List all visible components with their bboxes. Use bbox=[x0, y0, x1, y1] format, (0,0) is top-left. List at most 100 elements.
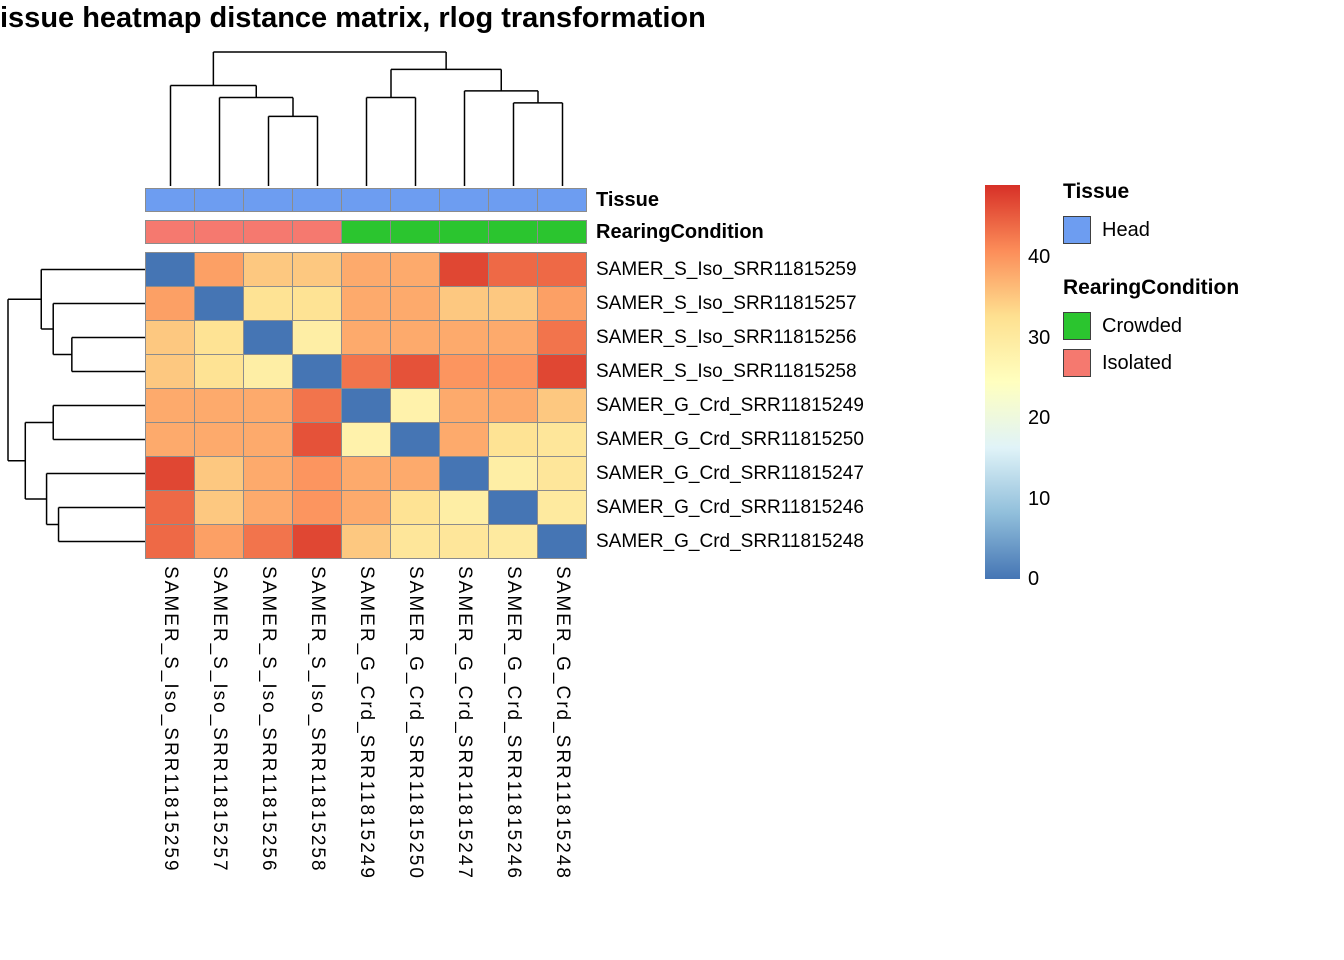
heatmap-cell bbox=[342, 389, 390, 422]
heatmap-cell bbox=[195, 355, 243, 388]
heatmap-cell bbox=[293, 253, 341, 286]
heatmap-cell bbox=[146, 389, 194, 422]
heatmap-cell bbox=[293, 355, 341, 388]
heatmap-cell bbox=[146, 321, 194, 354]
heatmap-cell bbox=[293, 287, 341, 320]
heatmap-cell bbox=[342, 253, 390, 286]
heatmap-cell bbox=[195, 423, 243, 456]
legend-tissue-title: Tissue bbox=[1063, 180, 1130, 203]
legend-item-label: Isolated bbox=[1102, 351, 1173, 374]
heatmap-cell bbox=[391, 321, 439, 354]
colorbar-tick-label: 0 bbox=[1028, 568, 1040, 590]
legend-tissue: Tissue Head bbox=[1063, 180, 1150, 253]
heatmap-cell bbox=[146, 253, 194, 286]
tissue-annotation-label: Tissue bbox=[596, 189, 659, 211]
legend-rearing: RearingCondition Crowded Isolated bbox=[1063, 276, 1239, 386]
annotation-cell bbox=[342, 189, 390, 211]
colorbar-tick-label: 40 bbox=[1028, 246, 1051, 269]
row-label: SAMER_G_Crd_SRR11815246 bbox=[596, 497, 864, 518]
heatmap-cell bbox=[391, 525, 439, 558]
row-label: SAMER_S_Iso_SRR11815256 bbox=[596, 327, 857, 348]
annotation-cell bbox=[538, 221, 586, 243]
rearing-annotation-bar bbox=[145, 220, 587, 244]
heatmap-cell bbox=[538, 389, 586, 422]
annotation-cell bbox=[489, 189, 537, 211]
heatmap-cell bbox=[391, 253, 439, 286]
heatmap-cell bbox=[195, 389, 243, 422]
heatmap-cell bbox=[538, 491, 586, 524]
annotation-cell bbox=[293, 221, 341, 243]
heatmap-cell bbox=[244, 423, 292, 456]
column-label: SAMER_S_Iso_SRR11815256 bbox=[258, 566, 279, 873]
heatmap-cell bbox=[342, 423, 390, 456]
legend-item: Isolated bbox=[1063, 349, 1239, 377]
heatmap-cell bbox=[342, 355, 390, 388]
legend-color-swatch bbox=[1063, 312, 1091, 340]
legend-item: Crowded bbox=[1063, 312, 1239, 340]
heatmap-cell bbox=[489, 525, 537, 558]
heatmap-cell bbox=[293, 423, 341, 456]
heatmap-cell bbox=[293, 525, 341, 558]
heatmap-cell bbox=[440, 457, 488, 490]
heatmap-cell bbox=[244, 389, 292, 422]
annotation-cell bbox=[391, 221, 439, 243]
heatmap-cell bbox=[538, 355, 586, 388]
tissue-annotation-bar bbox=[145, 188, 587, 212]
heatmap-cell bbox=[489, 287, 537, 320]
column-label: SAMER_G_Crd_SRR11815249 bbox=[356, 566, 377, 880]
heatmap-cell bbox=[244, 457, 292, 490]
colorbar-tick-label: 20 bbox=[1028, 407, 1051, 430]
heatmap-cell bbox=[342, 287, 390, 320]
heatmap-cell bbox=[244, 491, 292, 524]
heatmap-cell bbox=[195, 321, 243, 354]
heatmap-cell bbox=[538, 321, 586, 354]
heatmap-cell bbox=[342, 321, 390, 354]
heatmap-cell bbox=[146, 355, 194, 388]
heatmap-cell bbox=[146, 525, 194, 558]
colorbar-tick-label: 10 bbox=[1028, 487, 1051, 510]
heatmap-cell bbox=[293, 389, 341, 422]
heatmap-cell bbox=[293, 321, 341, 354]
heatmap-cell bbox=[391, 355, 439, 388]
row-label: SAMER_G_Crd_SRR11815250 bbox=[596, 429, 864, 450]
row-label: SAMER_G_Crd_SRR11815247 bbox=[596, 463, 864, 484]
heatmap-cell bbox=[391, 423, 439, 456]
annotation-cell bbox=[244, 189, 292, 211]
colorbar bbox=[985, 185, 1020, 579]
heatmap-cell bbox=[195, 253, 243, 286]
heatmap-cell bbox=[538, 525, 586, 558]
annotation-cell bbox=[538, 189, 586, 211]
row-label: SAMER_G_Crd_SRR11815248 bbox=[596, 531, 864, 552]
legend-item-label: Head bbox=[1102, 218, 1150, 241]
heatmap-cell bbox=[342, 457, 390, 490]
annotation-cell bbox=[146, 189, 194, 211]
heatmap-cell bbox=[244, 253, 292, 286]
heatmap-cell bbox=[195, 525, 243, 558]
heatmap-cell bbox=[195, 457, 243, 490]
heatmap-cell bbox=[489, 321, 537, 354]
heatmap-cell bbox=[440, 253, 488, 286]
legend-color-swatch bbox=[1063, 349, 1091, 377]
column-label: SAMER_G_Crd_SRR11815248 bbox=[552, 566, 573, 880]
heatmap-cell bbox=[489, 389, 537, 422]
column-label: SAMER_S_Iso_SRR11815257 bbox=[209, 566, 230, 873]
plot-title: issue heatmap distance matrix, rlog tran… bbox=[0, 2, 706, 34]
heatmap-cell bbox=[391, 389, 439, 422]
heatmap-cell bbox=[293, 457, 341, 490]
row-label: SAMER_S_Iso_SRR11815258 bbox=[596, 361, 857, 382]
row-dendrogram bbox=[7, 268, 145, 543]
heatmap-cell bbox=[489, 491, 537, 524]
heatmap-cell bbox=[293, 491, 341, 524]
heatmap-cell bbox=[440, 525, 488, 558]
row-label: SAMER_S_Iso_SRR11815257 bbox=[596, 293, 857, 314]
legend-color-swatch bbox=[1063, 216, 1091, 244]
heatmap-cell bbox=[195, 287, 243, 320]
annotation-cell bbox=[440, 189, 488, 211]
heatmap-cell bbox=[195, 491, 243, 524]
heatmap-cell bbox=[146, 423, 194, 456]
row-label: SAMER_S_Iso_SRR11815259 bbox=[596, 259, 857, 280]
annotation-cell bbox=[440, 221, 488, 243]
heatmap-cell bbox=[391, 287, 439, 320]
heatmap-cell bbox=[440, 491, 488, 524]
annotation-cell bbox=[293, 189, 341, 211]
